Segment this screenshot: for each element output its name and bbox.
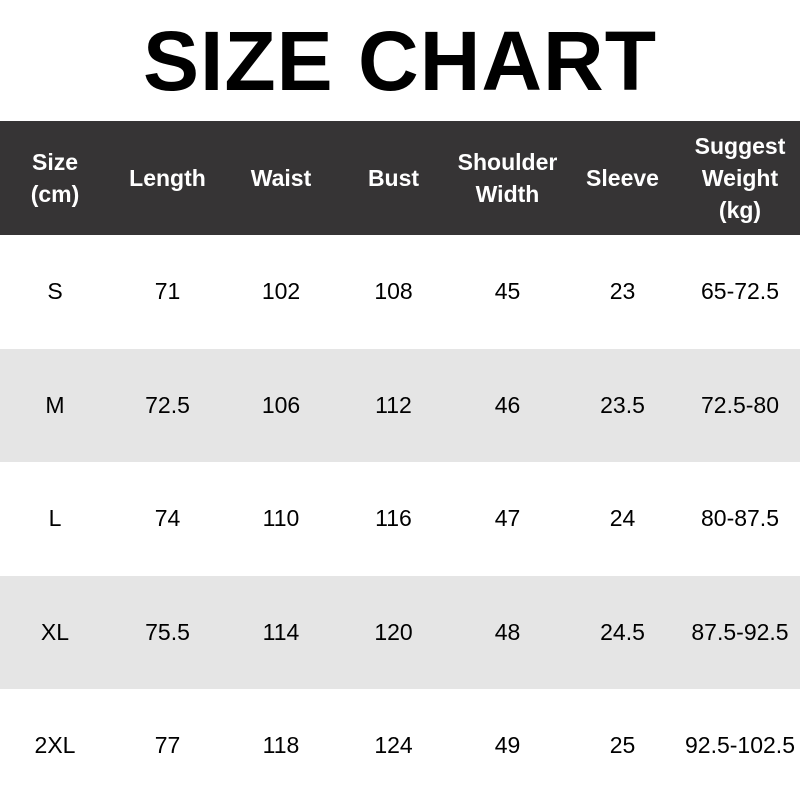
cell-sleeve: 23.5	[600, 391, 645, 418]
size-chart-table: Size (cm) Length Waist Bust Shoulder Wid…	[0, 121, 800, 803]
cell-bust: 120	[374, 618, 413, 645]
header-suggest-weight: Suggest Weight (kg)	[694, 133, 786, 223]
cell-shoulder-width: 47	[494, 505, 521, 532]
cell-suggest-weight: 87.5-92.5	[691, 618, 789, 645]
header-shoulder-width: Shoulder Width	[457, 149, 558, 207]
cell-bust: 108	[374, 278, 413, 305]
table-row: 2XL 77 118 124 49 25 92.5-102.5	[0, 689, 800, 803]
header-bust: Bust	[367, 165, 420, 191]
cell-bust: 112	[375, 391, 412, 418]
cell-waist: 110	[262, 505, 300, 532]
cell-length: 75.5	[145, 618, 190, 645]
cell-bust: 124	[374, 732, 413, 759]
cell-waist: 102	[261, 278, 301, 305]
cell-length: 71	[154, 278, 181, 305]
cell-waist: 118	[262, 732, 300, 759]
table-row: M 72.5 106 112 46 23.5 72.5-80	[0, 348, 800, 462]
cell-waist: 106	[261, 391, 301, 418]
header-sleeve: Sleeve	[586, 165, 659, 191]
cell-length: 72.5	[145, 391, 190, 418]
cell-length: 74	[154, 505, 181, 532]
cell-suggest-weight: 92.5-102.5	[685, 732, 795, 759]
cell-size: L	[48, 505, 62, 532]
table-row: XL 75.5 114 120 48 24.5 87.5-92.5	[0, 575, 800, 689]
cell-length: 77	[154, 732, 181, 759]
cell-size: M	[45, 391, 65, 418]
cell-size: 2XL	[34, 732, 76, 759]
cell-suggest-weight: 72.5-80	[700, 391, 779, 418]
cell-sleeve: 23	[609, 278, 636, 305]
cell-suggest-weight: 65-72.5	[700, 278, 779, 305]
cell-shoulder-width: 48	[494, 618, 521, 645]
cell-size: S	[47, 278, 63, 305]
table-row: S 71 102 108 45 23 65-72.5	[0, 235, 800, 349]
cell-suggest-weight: 80-87.5	[700, 505, 779, 532]
cell-waist: 114	[262, 618, 300, 645]
cell-shoulder-width: 46	[494, 391, 521, 418]
cell-sleeve: 24.5	[600, 618, 645, 645]
cell-shoulder-width: 45	[494, 278, 521, 305]
cell-size: XL	[40, 618, 70, 645]
cell-bust: 116	[375, 505, 412, 532]
header-size: Size (cm)	[30, 149, 80, 207]
header-row: Size (cm) Length Waist Bust Shoulder Wid…	[0, 121, 800, 235]
table-row: L 74 110 116 47 24 80-87.5	[0, 462, 800, 576]
page-title: SIZE CHART	[143, 14, 657, 108]
cell-shoulder-width: 49	[494, 732, 521, 759]
cell-sleeve: 25	[609, 732, 636, 759]
header-waist: Waist	[250, 165, 312, 191]
header-length: Length	[129, 165, 206, 191]
cell-sleeve: 24	[609, 505, 636, 532]
